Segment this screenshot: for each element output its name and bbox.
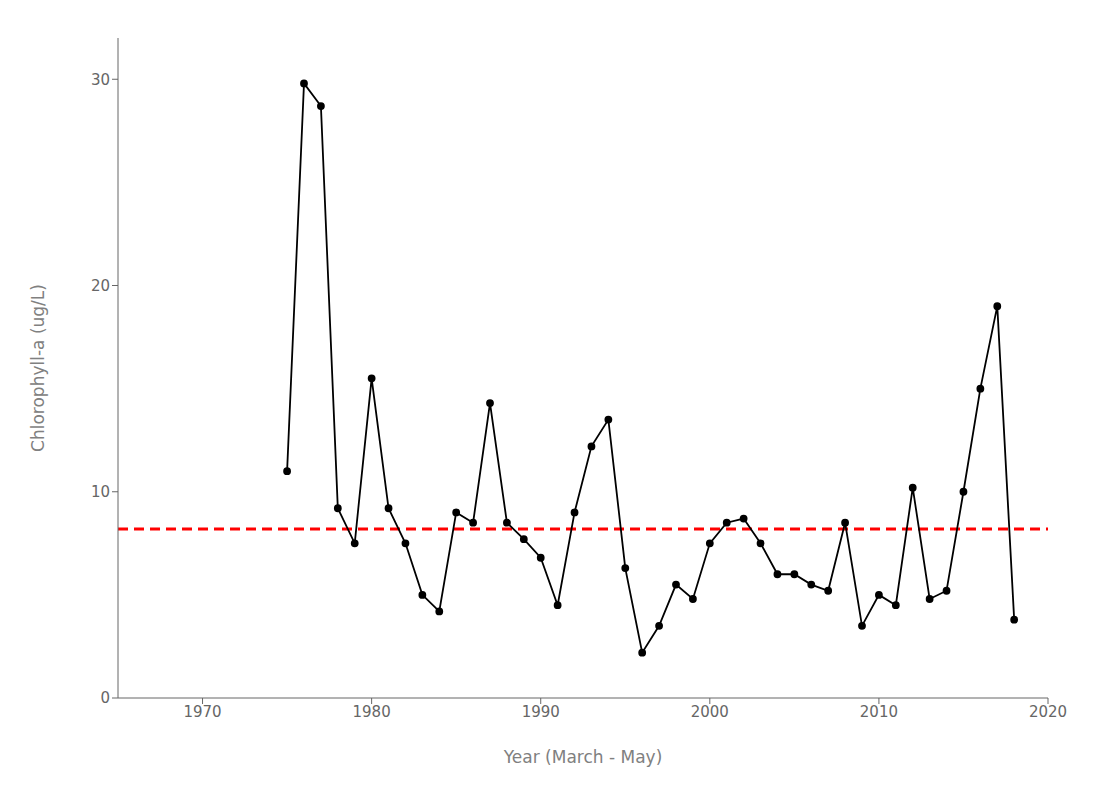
svg-text:0: 0 <box>100 689 110 707</box>
svg-text:30: 30 <box>91 71 110 89</box>
svg-text:1980: 1980 <box>353 703 391 721</box>
svg-text:1970: 1970 <box>183 703 221 721</box>
svg-text:20: 20 <box>91 277 110 295</box>
svg-text:2020: 2020 <box>1029 703 1067 721</box>
svg-text:1990: 1990 <box>522 703 560 721</box>
svg-text:10: 10 <box>91 483 110 501</box>
svg-text:Chlorophyll-a (ug/L): Chlorophyll-a (ug/L) <box>28 284 48 452</box>
svg-text:Year (March - May): Year (March - May) <box>503 747 663 767</box>
svg-text:2000: 2000 <box>691 703 729 721</box>
svg-text:2010: 2010 <box>860 703 898 721</box>
